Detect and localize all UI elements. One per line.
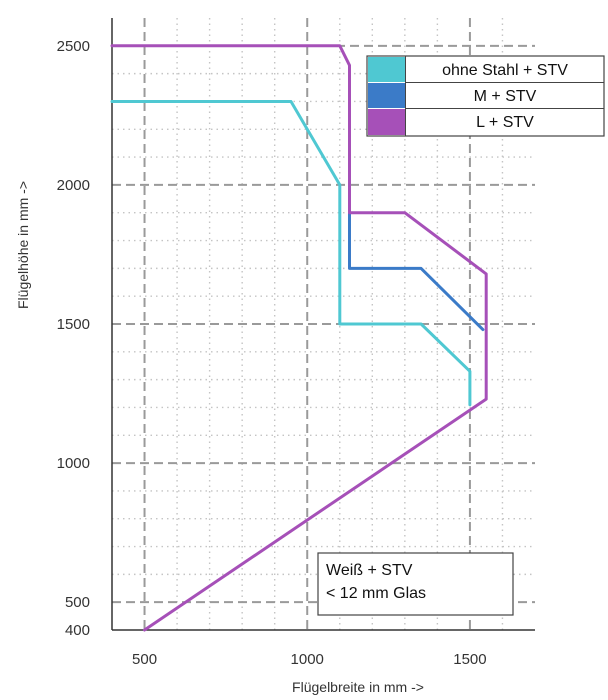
y-tick-label: 2500 — [57, 38, 90, 55]
series-layer — [110, 44, 488, 632]
legend-row-divider — [405, 82, 604, 83]
x-tick-label: 1000 — [291, 651, 324, 668]
annotation-frame — [317, 552, 514, 616]
legend-row-divider — [405, 108, 604, 109]
tick-labels: 500 1000 1500 400 500 1000 1500 2000 2500 — [57, 38, 487, 668]
legend-label-m: M + STV — [474, 88, 537, 105]
annotation-box: Weiß + STV < 12 mm Glas — [317, 552, 514, 616]
x-tick-label: 500 — [132, 651, 157, 668]
legend-frame — [366, 55, 605, 137]
y-tick-label: 2000 — [57, 177, 90, 194]
y-tick-label: 1000 — [57, 455, 90, 472]
annotation-line-2: < 12 mm Glas — [326, 585, 426, 602]
y-tick-label: 400 — [65, 622, 90, 639]
legend: ohne Stahl + STV M + STV L + STV — [366, 55, 605, 137]
legend-swatch-ohne-stahl — [368, 57, 405, 82]
series-line-l — [110, 44, 488, 632]
x-tick-label: 1500 — [453, 651, 486, 668]
legend-label-ohne-stahl: ohne Stahl + STV — [442, 62, 568, 79]
legend-swatch-l — [368, 109, 405, 135]
y-tick-label: 1500 — [57, 316, 90, 333]
annotation-line-1: Weiß + STV — [326, 562, 413, 579]
y-axis-label: Flügelhöhe in mm -> — [15, 181, 31, 309]
x-axis-label: Flügelbreite in mm -> — [292, 679, 424, 695]
axes — [111, 18, 535, 631]
series-line-ohne-stahl — [110, 100, 472, 407]
legend-swatch-m — [368, 83, 405, 108]
y-tick-label: 500 — [65, 594, 90, 611]
legend-label-l: L + STV — [476, 114, 534, 131]
legend-swatch-divider — [405, 56, 406, 136]
series-line-m — [348, 211, 485, 332]
